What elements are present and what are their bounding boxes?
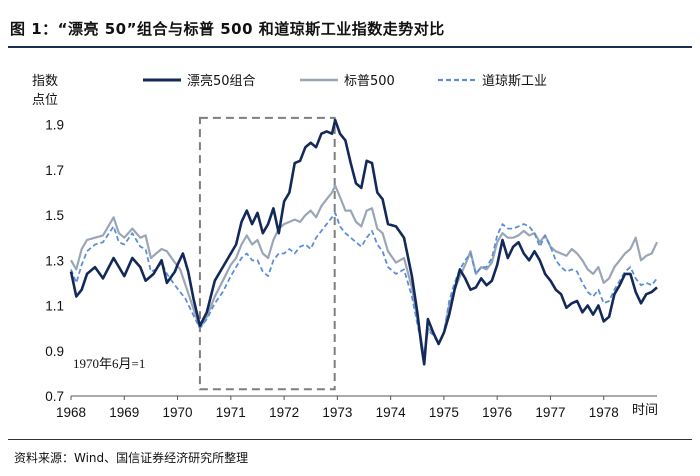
- chart-series: [69, 118, 658, 366]
- x-tick-label: 1968: [56, 405, 86, 420]
- legend-label-1: 漂亮50组合: [187, 73, 256, 89]
- x-tick-label: 1971: [216, 405, 246, 420]
- x-tick-label: 1973: [322, 405, 352, 420]
- chart-axes: 0.7 0.9 1.1 1.3 1.5 1.7 1.9 1968 1969 1970 1971 197…: [45, 118, 657, 420]
- x-tick-label: 1978: [589, 405, 619, 420]
- x-tick-label: 1972: [269, 405, 299, 420]
- figure-title: 图 1：“漂亮 50”组合与标普 500 和道琼斯工业指数走势对比: [10, 20, 445, 38]
- y-tick-label: 1.7: [45, 163, 64, 178]
- x-tick-label: 1969: [109, 405, 139, 420]
- x-tick-label: 1970: [163, 405, 193, 420]
- highlight-box: [198, 116, 336, 391]
- title-rule: [8, 46, 692, 48]
- y-tick-label: 1.3: [45, 253, 64, 268]
- series-line-3: [70, 211, 658, 357]
- series-line-1: [69, 118, 658, 366]
- x-axis-label: 时间: [632, 403, 658, 418]
- x-tick-label: 1974: [376, 405, 407, 420]
- legend-label-3: 道琼斯工业: [482, 74, 547, 89]
- baseline-annotation: 1970年6月=1: [73, 356, 145, 371]
- series-line-2: [70, 184, 658, 359]
- y-tick-label: 1.9: [45, 118, 64, 133]
- x-tick-label: 1977: [535, 405, 565, 420]
- y-tick-label: 1.1: [45, 299, 64, 314]
- y-axis-label-line1: 指数: [32, 74, 58, 89]
- legend-label-2: 标普500: [344, 74, 395, 89]
- y-axis-label-line2: 点位: [32, 93, 58, 108]
- highlight-box-rect: [198, 116, 336, 391]
- x-tick-label: 1975: [429, 405, 459, 420]
- x-tick-label: 1976: [482, 405, 512, 420]
- source-note: 资料来源：Wind、国信证券经济研究所整理: [14, 451, 249, 465]
- chart-legend: 漂亮50组合 标普500 道琼斯工业: [143, 73, 547, 89]
- y-tick-label: 0.9: [45, 344, 64, 359]
- y-tick-label: 0.7: [45, 389, 64, 404]
- footer-rule: [8, 439, 692, 440]
- y-tick-label: 1.5: [45, 208, 64, 223]
